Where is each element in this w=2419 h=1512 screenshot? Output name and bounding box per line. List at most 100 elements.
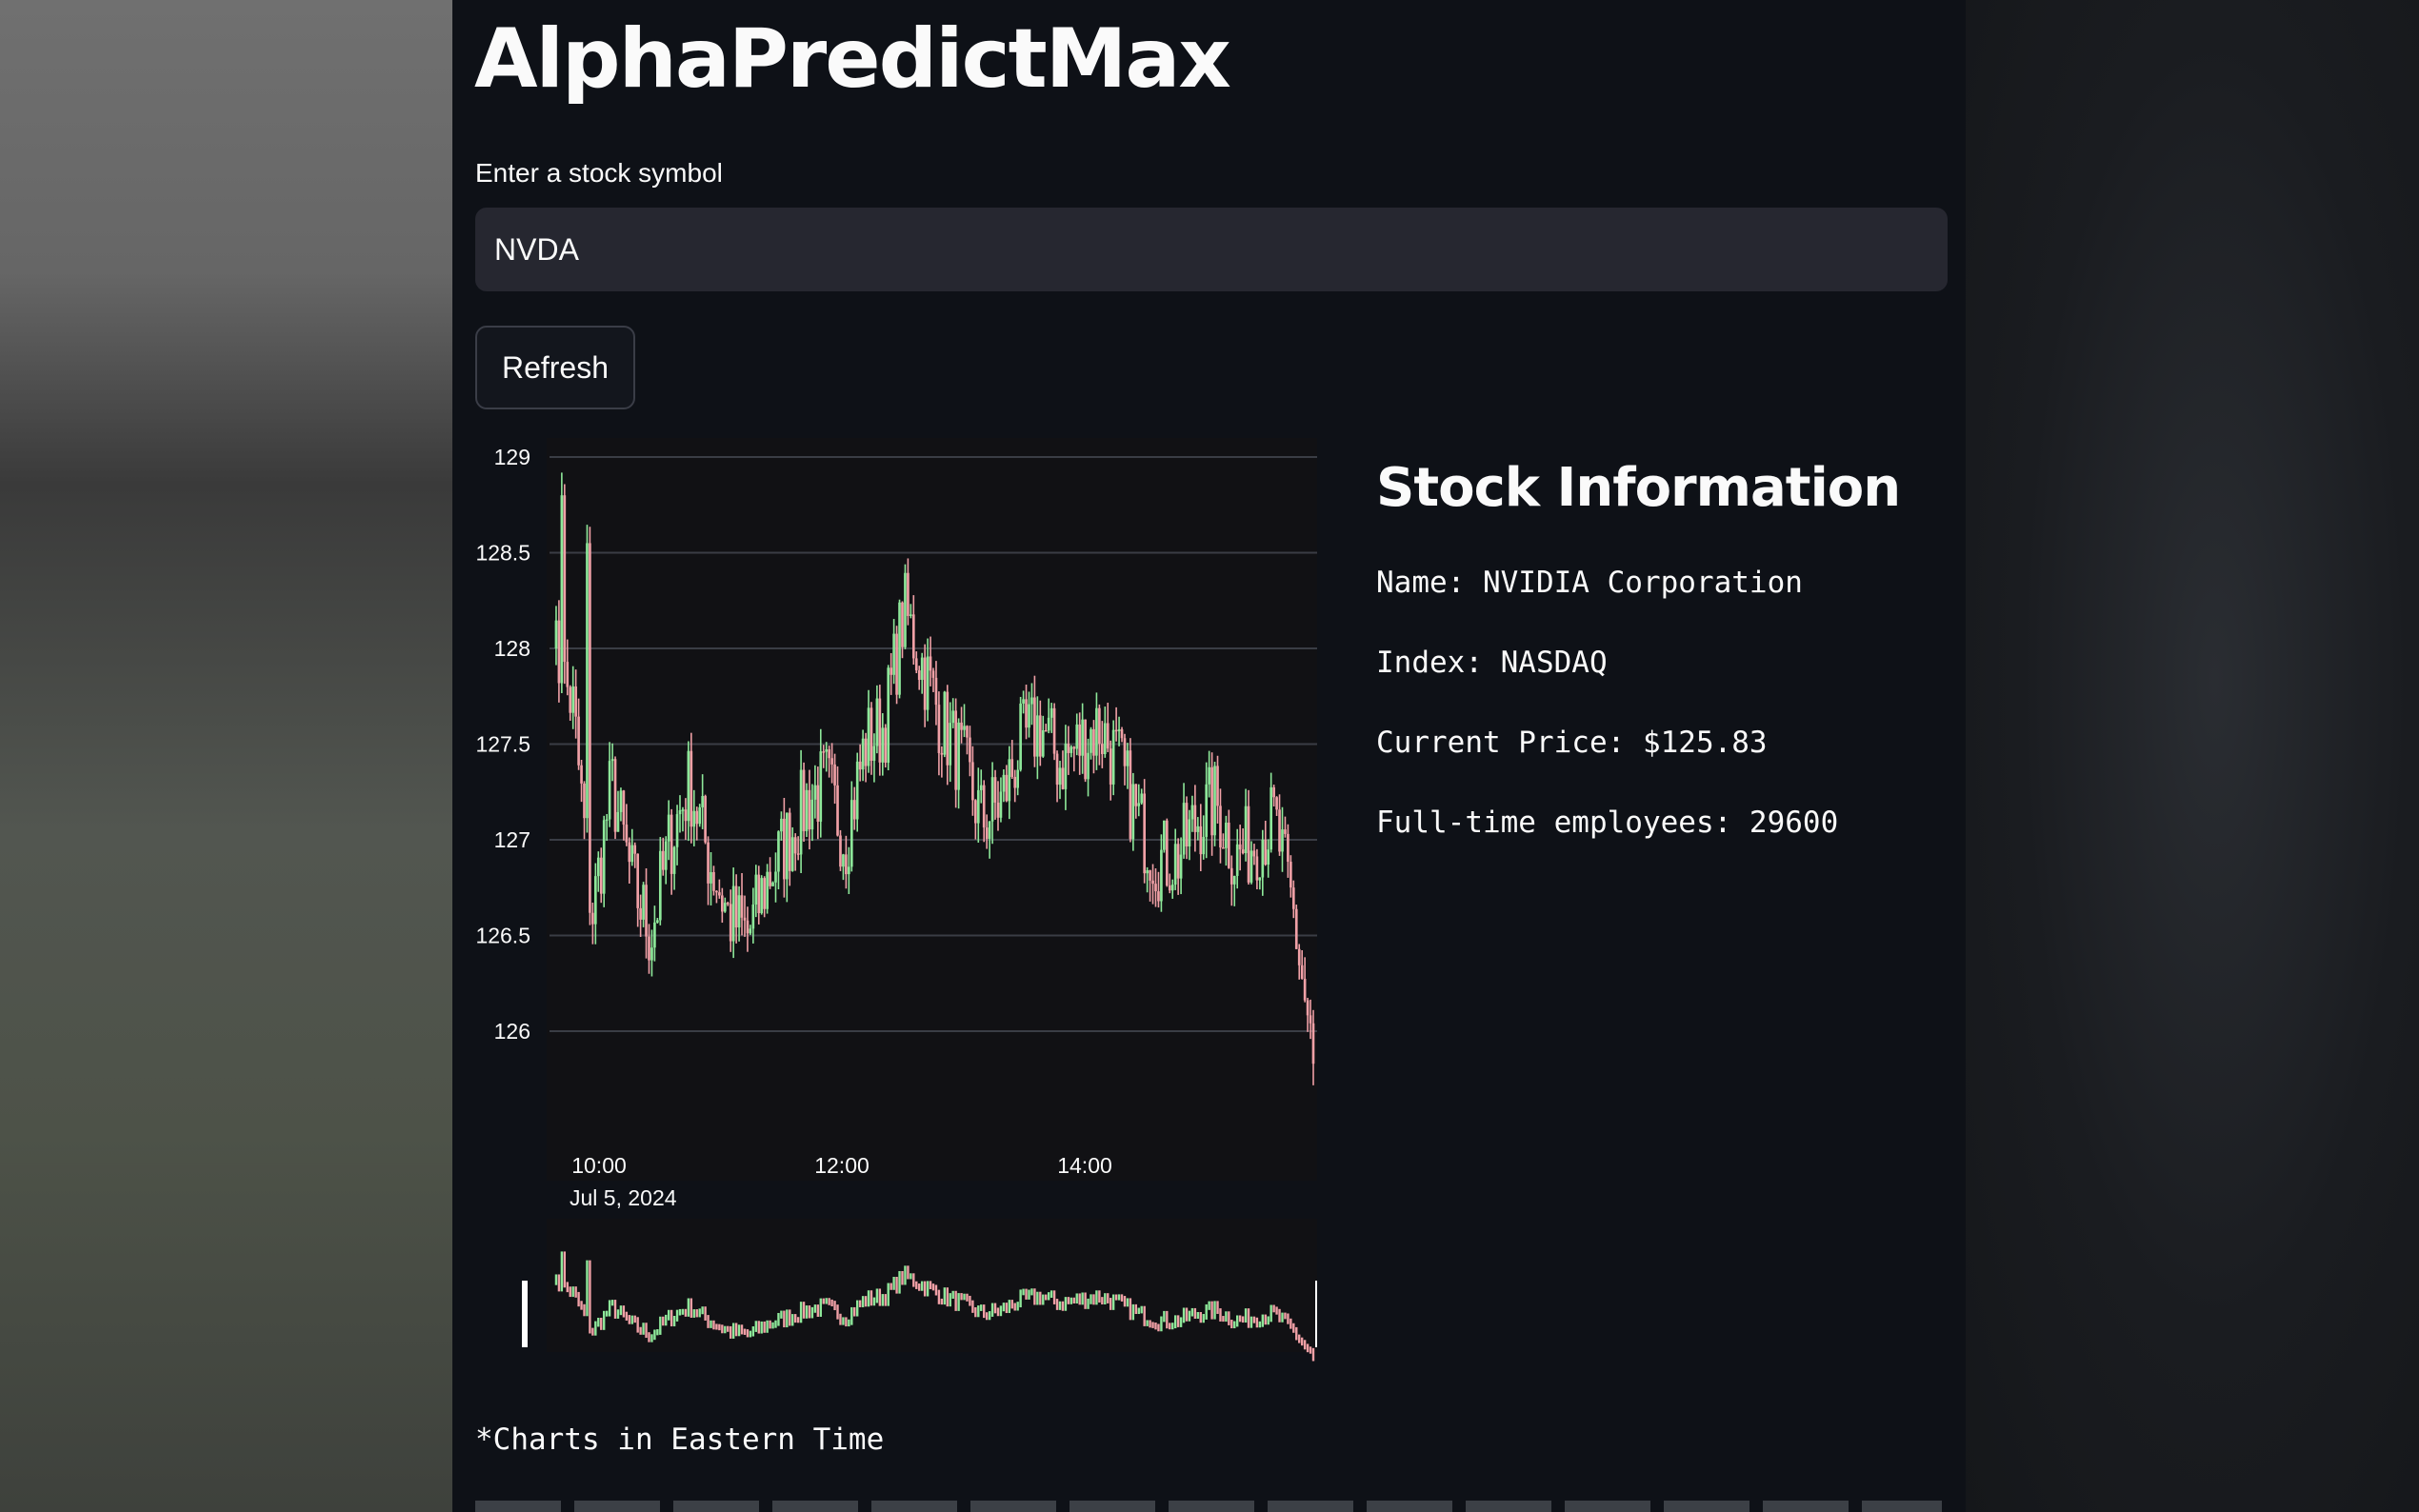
candle-body <box>1238 844 1242 850</box>
candle-body <box>990 777 994 822</box>
candle-body <box>1247 806 1250 883</box>
candle-body <box>746 920 750 934</box>
candle-body <box>1120 729 1124 739</box>
candle-body <box>1064 744 1068 789</box>
candle-body <box>1232 875 1236 885</box>
candle-body <box>951 710 955 724</box>
candle-body <box>574 686 577 717</box>
candle-body <box>1258 877 1262 881</box>
candle-body <box>940 752 944 755</box>
candle-body <box>929 656 932 671</box>
candle-body <box>1179 854 1183 879</box>
candle-body <box>890 667 892 675</box>
candle-body <box>855 761 859 820</box>
candle-body <box>661 850 665 870</box>
candle-body <box>1078 724 1082 756</box>
candle-body <box>1196 826 1200 832</box>
candle-body <box>710 871 712 884</box>
candle-body <box>825 749 829 752</box>
candle-body <box>969 737 971 763</box>
candle-body <box>1287 833 1289 863</box>
candle-body <box>993 777 997 803</box>
candle-body <box>1106 723 1110 749</box>
candle-body <box>1126 750 1130 766</box>
candle-body <box>878 698 882 763</box>
x-tick-label: 12:00 <box>814 1153 870 1178</box>
candle-body <box>1087 752 1090 780</box>
candle-body <box>985 827 989 839</box>
candle-body <box>1228 823 1230 868</box>
candle-body <box>1061 767 1065 789</box>
candle-body <box>729 904 732 942</box>
candle-body <box>586 543 589 819</box>
candle-body <box>1005 774 1009 802</box>
candle-body <box>1188 819 1191 847</box>
range-slider-handle-left[interactable] <box>522 1281 528 1347</box>
candle-body <box>566 662 570 687</box>
candle-body <box>1199 826 1203 855</box>
candle-body <box>1281 829 1284 852</box>
candle-body <box>1297 948 1301 965</box>
candle-body <box>805 789 809 831</box>
y-tick-label: 126.5 <box>475 924 530 948</box>
candle-body <box>1168 885 1171 891</box>
candle-body <box>974 800 977 824</box>
candle-body <box>1019 703 1022 770</box>
candlestick-chart[interactable]: 129 128.5 128 127.5 127 126.5 126 10:00 12:00 14… <box>475 438 1317 1381</box>
candle-body <box>1157 891 1160 902</box>
candle-body <box>1219 806 1222 848</box>
candle-body <box>751 904 755 929</box>
candle-body <box>1081 719 1084 756</box>
candle-body <box>1208 766 1210 785</box>
candle-body <box>1143 793 1146 874</box>
candle-body <box>757 874 761 914</box>
range-slider-handle-right[interactable] <box>1315 1281 1317 1347</box>
range-slider[interactable] <box>547 1219 1317 1352</box>
candle-body <box>1033 697 1036 757</box>
candle-body <box>996 802 1000 818</box>
candle-body <box>636 853 639 908</box>
candle-body <box>675 814 679 847</box>
candle-body <box>867 707 870 766</box>
symbol-input[interactable] <box>475 208 1948 291</box>
candle-body <box>1092 728 1095 756</box>
candle-body <box>569 686 572 713</box>
candle-body <box>658 850 662 921</box>
candle-body <box>1149 870 1151 881</box>
candle-body <box>839 835 842 867</box>
candle-body <box>788 812 791 871</box>
candle-body <box>870 707 873 761</box>
candle-body <box>810 799 814 830</box>
candle-body <box>1267 849 1270 865</box>
candle-body <box>628 842 631 863</box>
candle-body <box>931 670 935 678</box>
candle-body <box>653 922 656 948</box>
candle-body <box>1109 748 1112 785</box>
candle-body <box>557 620 561 684</box>
candle-body <box>1098 707 1101 745</box>
candle-body <box>760 878 764 914</box>
candle-body <box>1111 729 1115 785</box>
candle-body <box>1170 885 1174 891</box>
candle-body <box>1222 847 1225 849</box>
stock-employees: Full-time employees: 29600 <box>1376 806 1839 840</box>
candle-body <box>943 691 947 755</box>
candle-body <box>1013 776 1017 788</box>
candle-body <box>1129 750 1132 840</box>
refresh-button[interactable]: Refresh <box>475 326 635 409</box>
stock-index: Index: NASDAQ <box>1376 646 1608 680</box>
candle-body <box>816 785 820 822</box>
candle-body <box>830 758 833 765</box>
candle-body <box>850 800 853 867</box>
candle-body <box>1193 805 1197 832</box>
candle-body <box>1190 805 1194 820</box>
candle-body <box>1202 836 1206 855</box>
candle-body <box>777 831 780 872</box>
candle-body <box>1289 862 1292 888</box>
candle-body <box>1038 715 1042 757</box>
candle-body <box>819 751 823 822</box>
candle-body <box>1146 870 1149 874</box>
candle-body <box>881 727 885 763</box>
candle-body <box>1176 844 1180 879</box>
candle-body <box>743 917 747 921</box>
